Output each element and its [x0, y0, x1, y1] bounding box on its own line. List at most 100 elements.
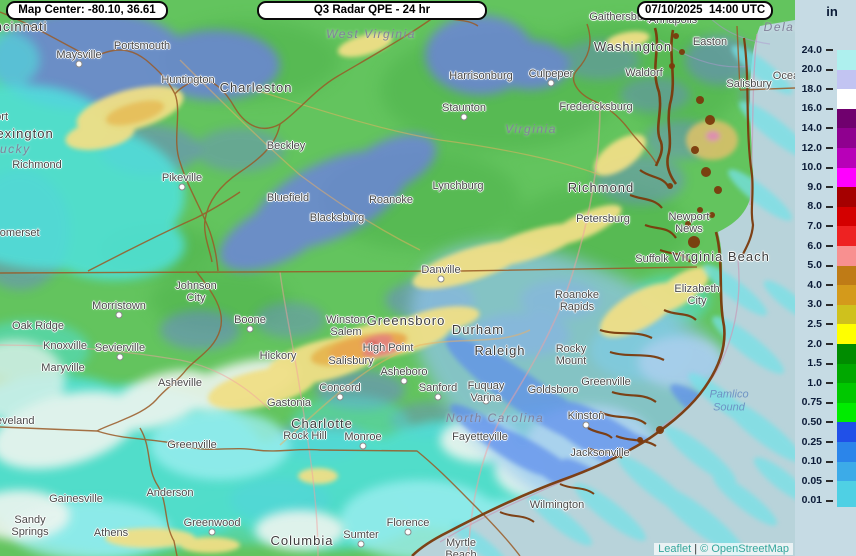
legend-tick: [826, 107, 833, 110]
legend-tick-label: 24.0: [801, 43, 822, 56]
city-dot: [246, 325, 254, 333]
legend-tick: [826, 460, 833, 463]
legend-segment: [837, 148, 856, 169]
city-label: Virginia Beach: [672, 248, 770, 264]
city-label: Bluefield: [266, 191, 310, 204]
product-title-control: Q3 Radar QPE - 24 hr: [257, 1, 487, 20]
city-label: Maryville: [41, 361, 85, 374]
city-label: Beckley: [266, 139, 306, 152]
city-dot: [359, 442, 367, 450]
state-borders: [0, 11, 795, 556]
city-label: Wilmington: [529, 498, 585, 511]
legend-tick-label: 10.0: [801, 161, 822, 174]
legend-tick: [826, 362, 833, 365]
legend-tick: [826, 68, 833, 71]
city-label: Sanford: [418, 381, 458, 394]
legend-tick-label: 7.0: [807, 219, 822, 232]
city-label: Ocean City: [772, 69, 795, 82]
city-dot: [208, 528, 216, 536]
legend-tick: [826, 480, 833, 483]
legend-segment: [837, 383, 856, 404]
legend-segment: [837, 167, 856, 188]
legend-segment: [837, 128, 856, 149]
legend-tick: [826, 401, 833, 404]
legend-segment: [837, 108, 856, 129]
city-dot: [460, 113, 468, 121]
legend-tick-label: 18.0: [801, 82, 822, 95]
legend-segment: [837, 285, 856, 306]
city-label: Goldsboro: [527, 383, 579, 396]
city-label: Gainesville: [49, 492, 103, 505]
legend-segment: [837, 187, 856, 208]
city-dot: [547, 79, 555, 87]
state-label: Kentucky: [0, 142, 31, 156]
legend-tick: [826, 441, 833, 443]
legend-tick-label: 12.0: [801, 141, 822, 154]
roads: [0, 7, 771, 556]
city-label: Huntington: [161, 73, 215, 86]
legend-tick-label: 5.0: [807, 259, 822, 272]
city-label: Portsmouth: [113, 39, 171, 52]
city-label: Johnson City: [175, 279, 217, 304]
ocean-rain-streaks: [451, 45, 795, 556]
legend-tick-label: 1.5: [807, 357, 822, 370]
state-label: Virginia: [505, 122, 557, 136]
city-label: Cincinnati: [0, 18, 48, 34]
city-label: Hickory: [259, 349, 297, 362]
legend-tick: [826, 88, 833, 91]
city-label: Washington: [593, 38, 673, 54]
city-label: Monroe: [344, 430, 382, 443]
map-canvas[interactable]: Map Center: -80.10, 36.61 Q3 Radar QPE -…: [0, 0, 795, 556]
legend-tick-label: 0.75: [801, 396, 822, 409]
legend-segment: [837, 246, 856, 267]
legend-tick-label: 0.10: [801, 455, 822, 468]
city-dot: [116, 353, 124, 361]
city-dot: [482, 397, 490, 405]
legend-segment: [837, 422, 856, 443]
timestamp-control: 07/10/2025 14:00 UTC: [637, 1, 774, 20]
city-dot: [437, 275, 445, 283]
city-label: Myrtle Beach: [445, 536, 477, 556]
city-label: Gastonia: [266, 396, 312, 409]
city-label: Lynchburg: [432, 179, 484, 192]
leaflet-link[interactable]: Leaflet: [658, 543, 692, 555]
state-label: Delaware: [763, 20, 795, 34]
city-label: Kinston: [567, 409, 605, 422]
city-label: Florence: [386, 516, 430, 529]
legend-tick-label: 20.0: [801, 63, 822, 76]
city-dot: [75, 60, 83, 68]
legend-tick: [826, 303, 833, 306]
city-dot: [582, 421, 590, 429]
city-label: Salisbury: [726, 77, 772, 90]
legend-tick-label: 0.25: [801, 435, 822, 448]
city-label: Richmond: [12, 158, 62, 171]
nodata-blobs: [637, 33, 722, 443]
legend-segment: [837, 89, 856, 110]
attribution-separator: |: [691, 543, 701, 555]
osm-link[interactable]: © OpenStreetMap: [700, 543, 789, 555]
legend-segment: [837, 402, 856, 423]
legend-tick: [826, 284, 833, 287]
legend-segment: [837, 265, 856, 286]
city-label: Roanoke Rapids: [554, 288, 600, 313]
legend-tick: [826, 323, 833, 326]
city-label: Suffolk: [635, 252, 669, 265]
legend-segment: [837, 461, 856, 482]
city-label: Petersburg: [576, 212, 630, 225]
legend-tick-label: 8.0: [807, 200, 822, 213]
city-label: Maysville: [56, 48, 102, 61]
city-label: Winston Salem: [326, 313, 366, 338]
city-label: Sevierville: [94, 341, 146, 354]
city-label: Boone: [234, 313, 266, 326]
legend-segment: [837, 206, 856, 227]
city-label: Salisbury: [328, 354, 374, 367]
city-label: Athens: [93, 526, 129, 539]
city-dot: [400, 377, 408, 385]
legend-tick: [826, 421, 833, 424]
legend-segment-stub: [837, 500, 856, 507]
legend-tick: [826, 499, 833, 502]
city-label: Durham: [451, 321, 505, 337]
attribution: Leaflet | © OpenStreetMap: [654, 543, 793, 555]
state-label: North Carolina: [445, 411, 545, 425]
